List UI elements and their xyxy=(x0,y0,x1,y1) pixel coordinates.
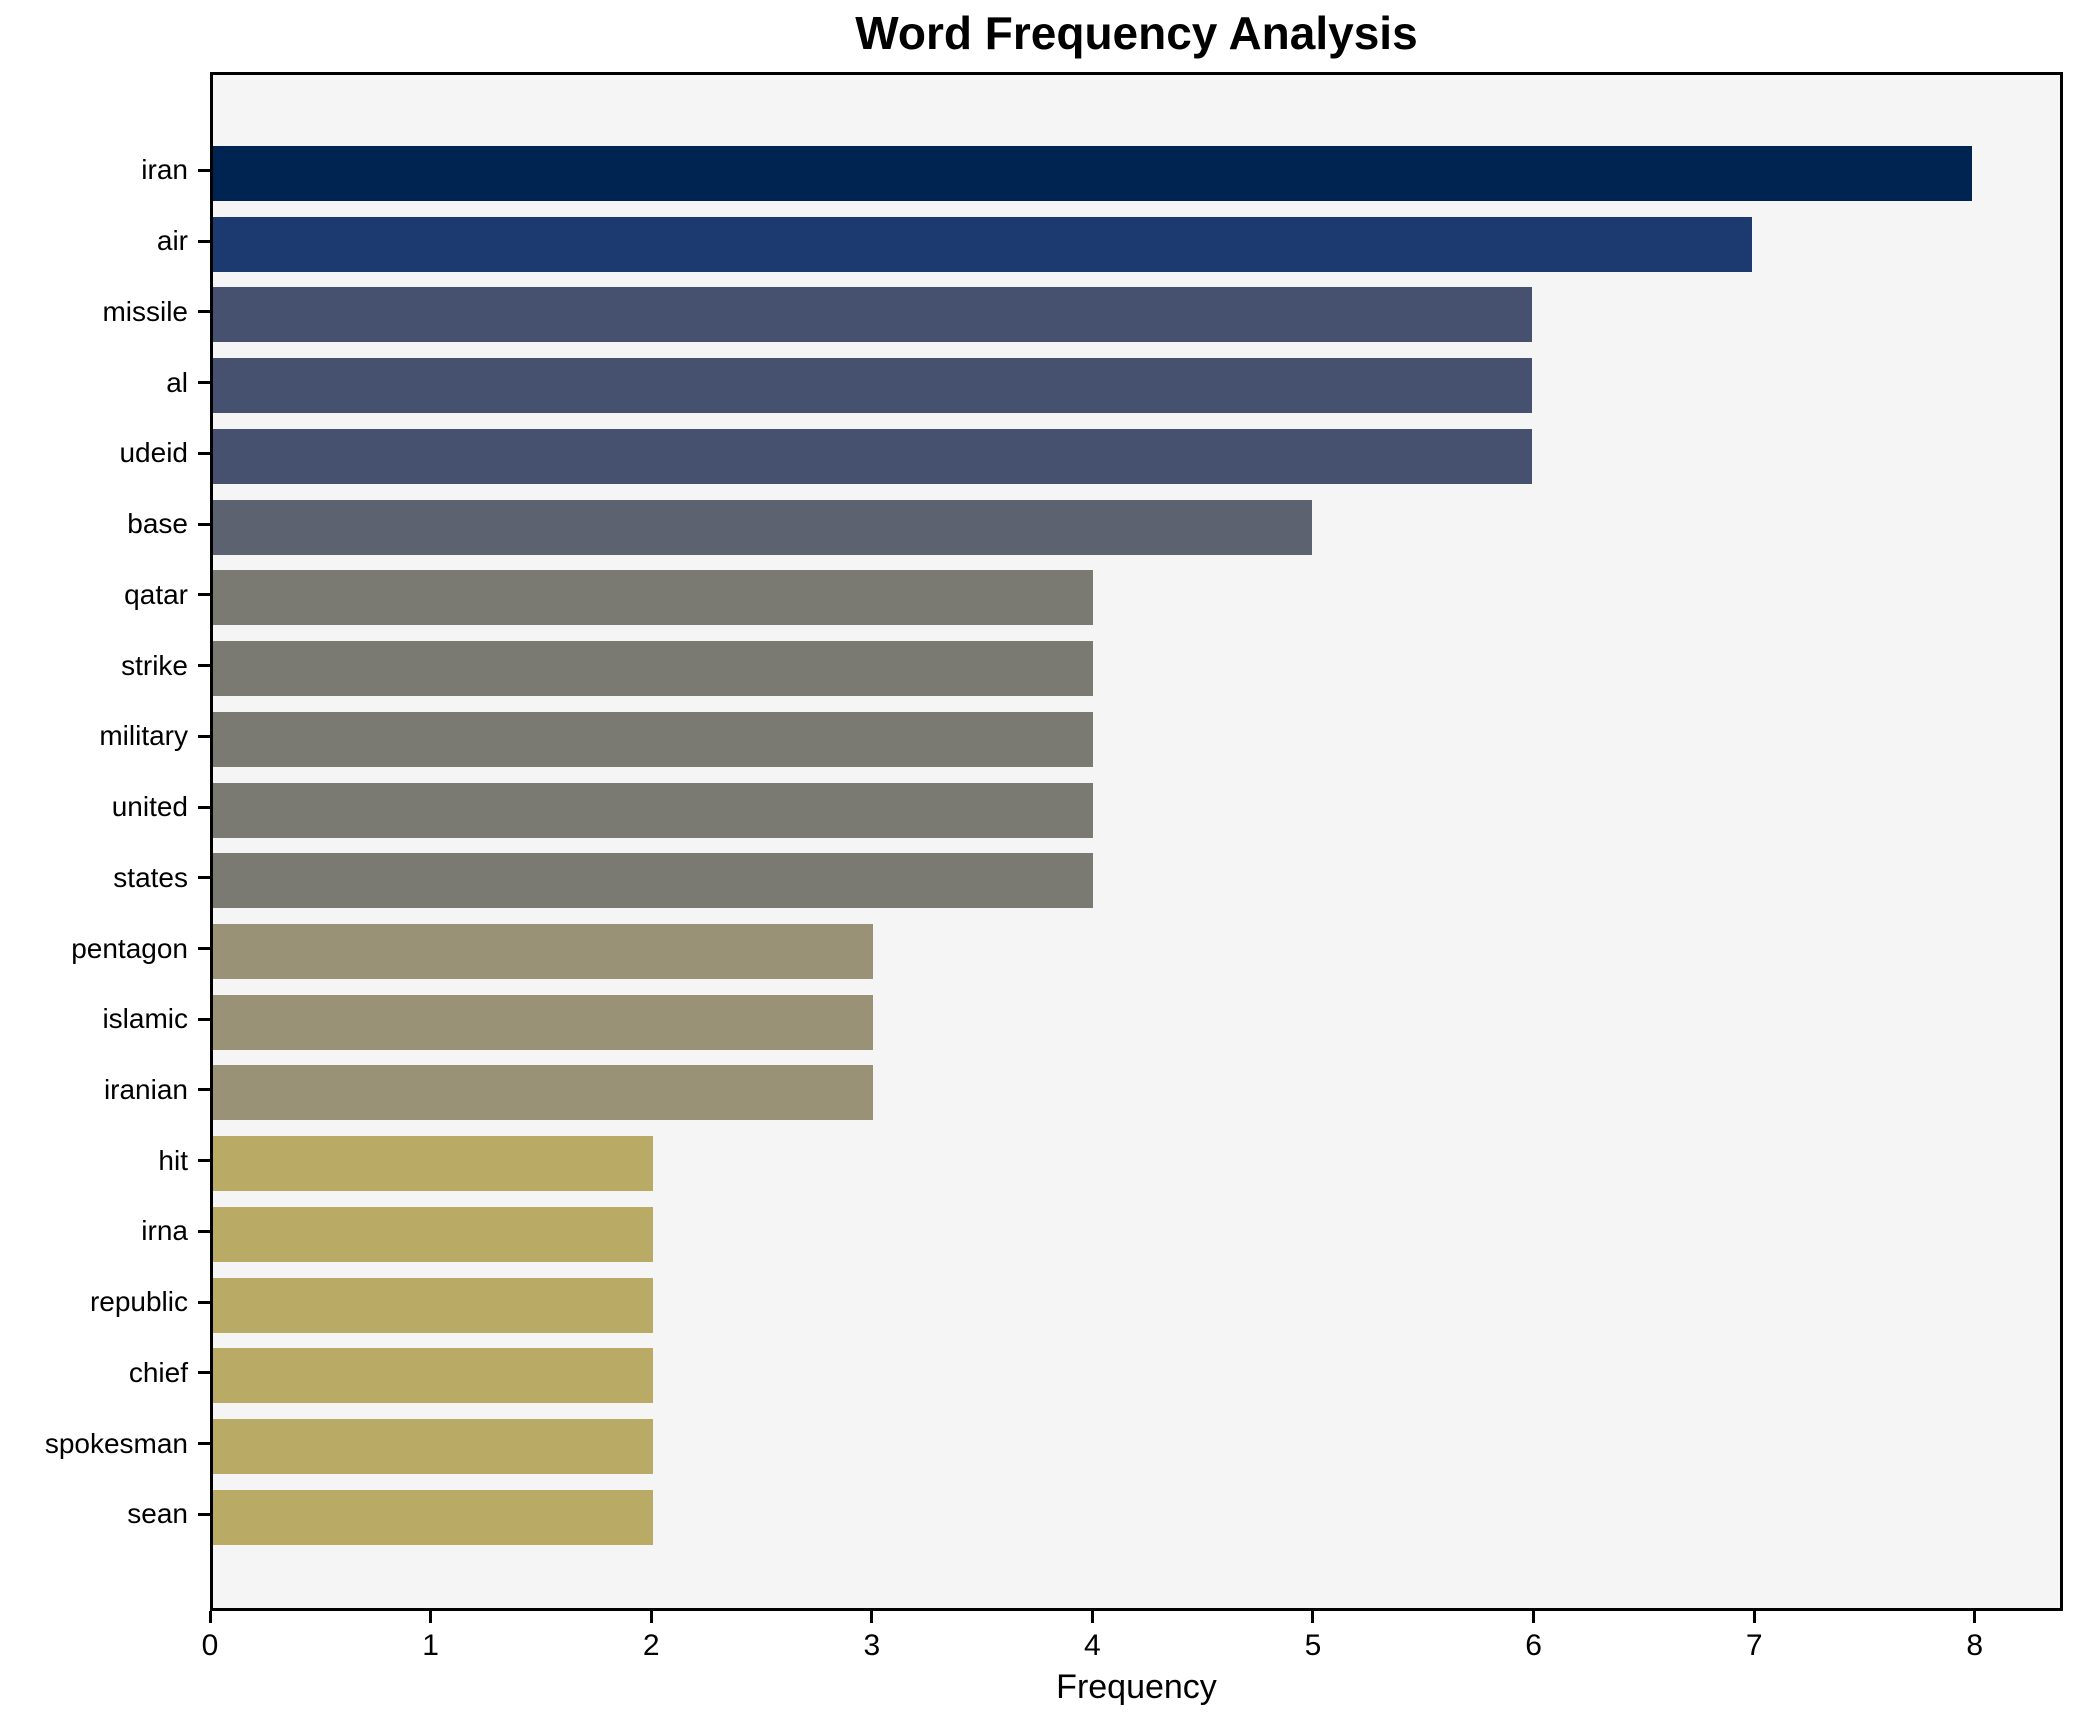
frequency-bar xyxy=(213,994,873,1050)
y-tick-label: udeid xyxy=(119,437,188,469)
y-tick-mark xyxy=(198,1017,210,1021)
y-tick-mark xyxy=(198,593,210,597)
y-tick-mark xyxy=(198,522,210,526)
y-tick-label: chief xyxy=(128,1356,188,1388)
x-axis-title: Frequency xyxy=(1056,1668,1217,1706)
y-tick-label: islamic xyxy=(102,1003,188,1035)
y-tick-mark xyxy=(198,1300,210,1304)
chart-title: Word Frequency Analysis xyxy=(855,7,1418,59)
x-tick-mark xyxy=(1311,1611,1315,1623)
y-tick-mark xyxy=(198,1442,210,1446)
y-tick-label: united xyxy=(111,791,188,823)
frequency-bar xyxy=(213,499,1313,555)
frequency-bar xyxy=(213,782,1093,838)
frequency-bar xyxy=(213,216,1753,272)
y-tick-mark xyxy=(198,1371,210,1375)
x-tick-mark xyxy=(1532,1611,1536,1623)
frequency-bar xyxy=(213,287,1533,343)
frequency-bar xyxy=(213,358,1533,414)
x-tick-mark xyxy=(1090,1611,1094,1623)
y-tick-mark xyxy=(198,876,210,880)
x-tick-label: 1 xyxy=(422,1629,439,1662)
frequency-bar xyxy=(213,924,873,979)
x-tick-label: 7 xyxy=(1745,1629,1763,1662)
x-tick-label: 6 xyxy=(1525,1629,1542,1662)
y-tick-label: base xyxy=(127,508,188,540)
frequency-bar xyxy=(213,1419,653,1475)
x-tick-mark xyxy=(870,1611,874,1623)
x-tick-mark xyxy=(1973,1611,1977,1623)
x-tick-label: 2 xyxy=(642,1629,660,1662)
y-tick-mark xyxy=(198,664,210,668)
y-tick-label: pentagon xyxy=(71,932,188,964)
y-tick-label: republic xyxy=(89,1286,188,1318)
y-tick-mark xyxy=(198,310,210,314)
y-tick-mark xyxy=(198,1229,210,1233)
frequency-bar xyxy=(213,1348,653,1404)
y-tick-mark xyxy=(198,805,210,809)
plot-area xyxy=(210,72,2063,1611)
y-tick-label: sean xyxy=(127,1498,188,1530)
y-tick-label: air xyxy=(156,225,188,257)
x-tick-label: 0 xyxy=(201,1629,219,1662)
x-tick-mark xyxy=(1752,1611,1756,1623)
y-tick-mark xyxy=(198,1088,210,1092)
frequency-bar xyxy=(213,1489,653,1545)
y-tick-label: al xyxy=(166,366,188,398)
y-tick-mark xyxy=(198,381,210,385)
frequency-bar xyxy=(213,1065,873,1121)
x-tick-mark xyxy=(429,1611,433,1623)
y-axis-labels: iran air missile al udeid base qatar strike mili… xyxy=(0,72,210,1611)
y-tick-label: iranian xyxy=(103,1073,188,1105)
frequency-bar xyxy=(213,1136,653,1192)
frequency-bar xyxy=(213,711,1093,767)
x-axis: 0 1 2 3 4 5 6 7 8 xyxy=(202,1611,2063,1721)
y-tick-label: missile xyxy=(102,295,188,327)
x-tick-mark xyxy=(649,1611,653,1623)
frequency-bar xyxy=(213,428,1533,484)
y-tick-label: hit xyxy=(158,1144,188,1176)
y-tick-label: spokesman xyxy=(44,1427,188,1459)
x-tick-label: 4 xyxy=(1084,1629,1101,1662)
y-tick-label: states xyxy=(113,861,188,893)
frequency-bar xyxy=(213,1277,653,1333)
x-tick-label: 5 xyxy=(1304,1629,1322,1662)
y-tick-mark xyxy=(198,1159,210,1163)
frequency-bar xyxy=(213,1206,653,1262)
y-tick-mark xyxy=(198,239,210,243)
frequency-bar xyxy=(213,570,1093,626)
y-tick-label: iran xyxy=(141,154,188,186)
y-tick-mark xyxy=(198,1512,210,1516)
y-tick-label: military xyxy=(99,720,188,752)
y-tick-label: irna xyxy=(141,1215,188,1247)
y-tick-mark xyxy=(198,734,210,738)
y-tick-label: qatar xyxy=(124,578,188,610)
x-tick-label: 3 xyxy=(863,1629,881,1662)
x-tick-label: 8 xyxy=(1966,1629,1984,1662)
y-tick-mark xyxy=(198,451,210,455)
y-tick-mark xyxy=(198,947,210,950)
frequency-bar xyxy=(213,145,1973,201)
frequency-bar xyxy=(213,853,1093,909)
y-tick-mark xyxy=(198,168,210,172)
y-tick-label: strike xyxy=(121,649,188,681)
x-tick-mark xyxy=(208,1611,212,1623)
frequency-bar xyxy=(213,641,1093,697)
